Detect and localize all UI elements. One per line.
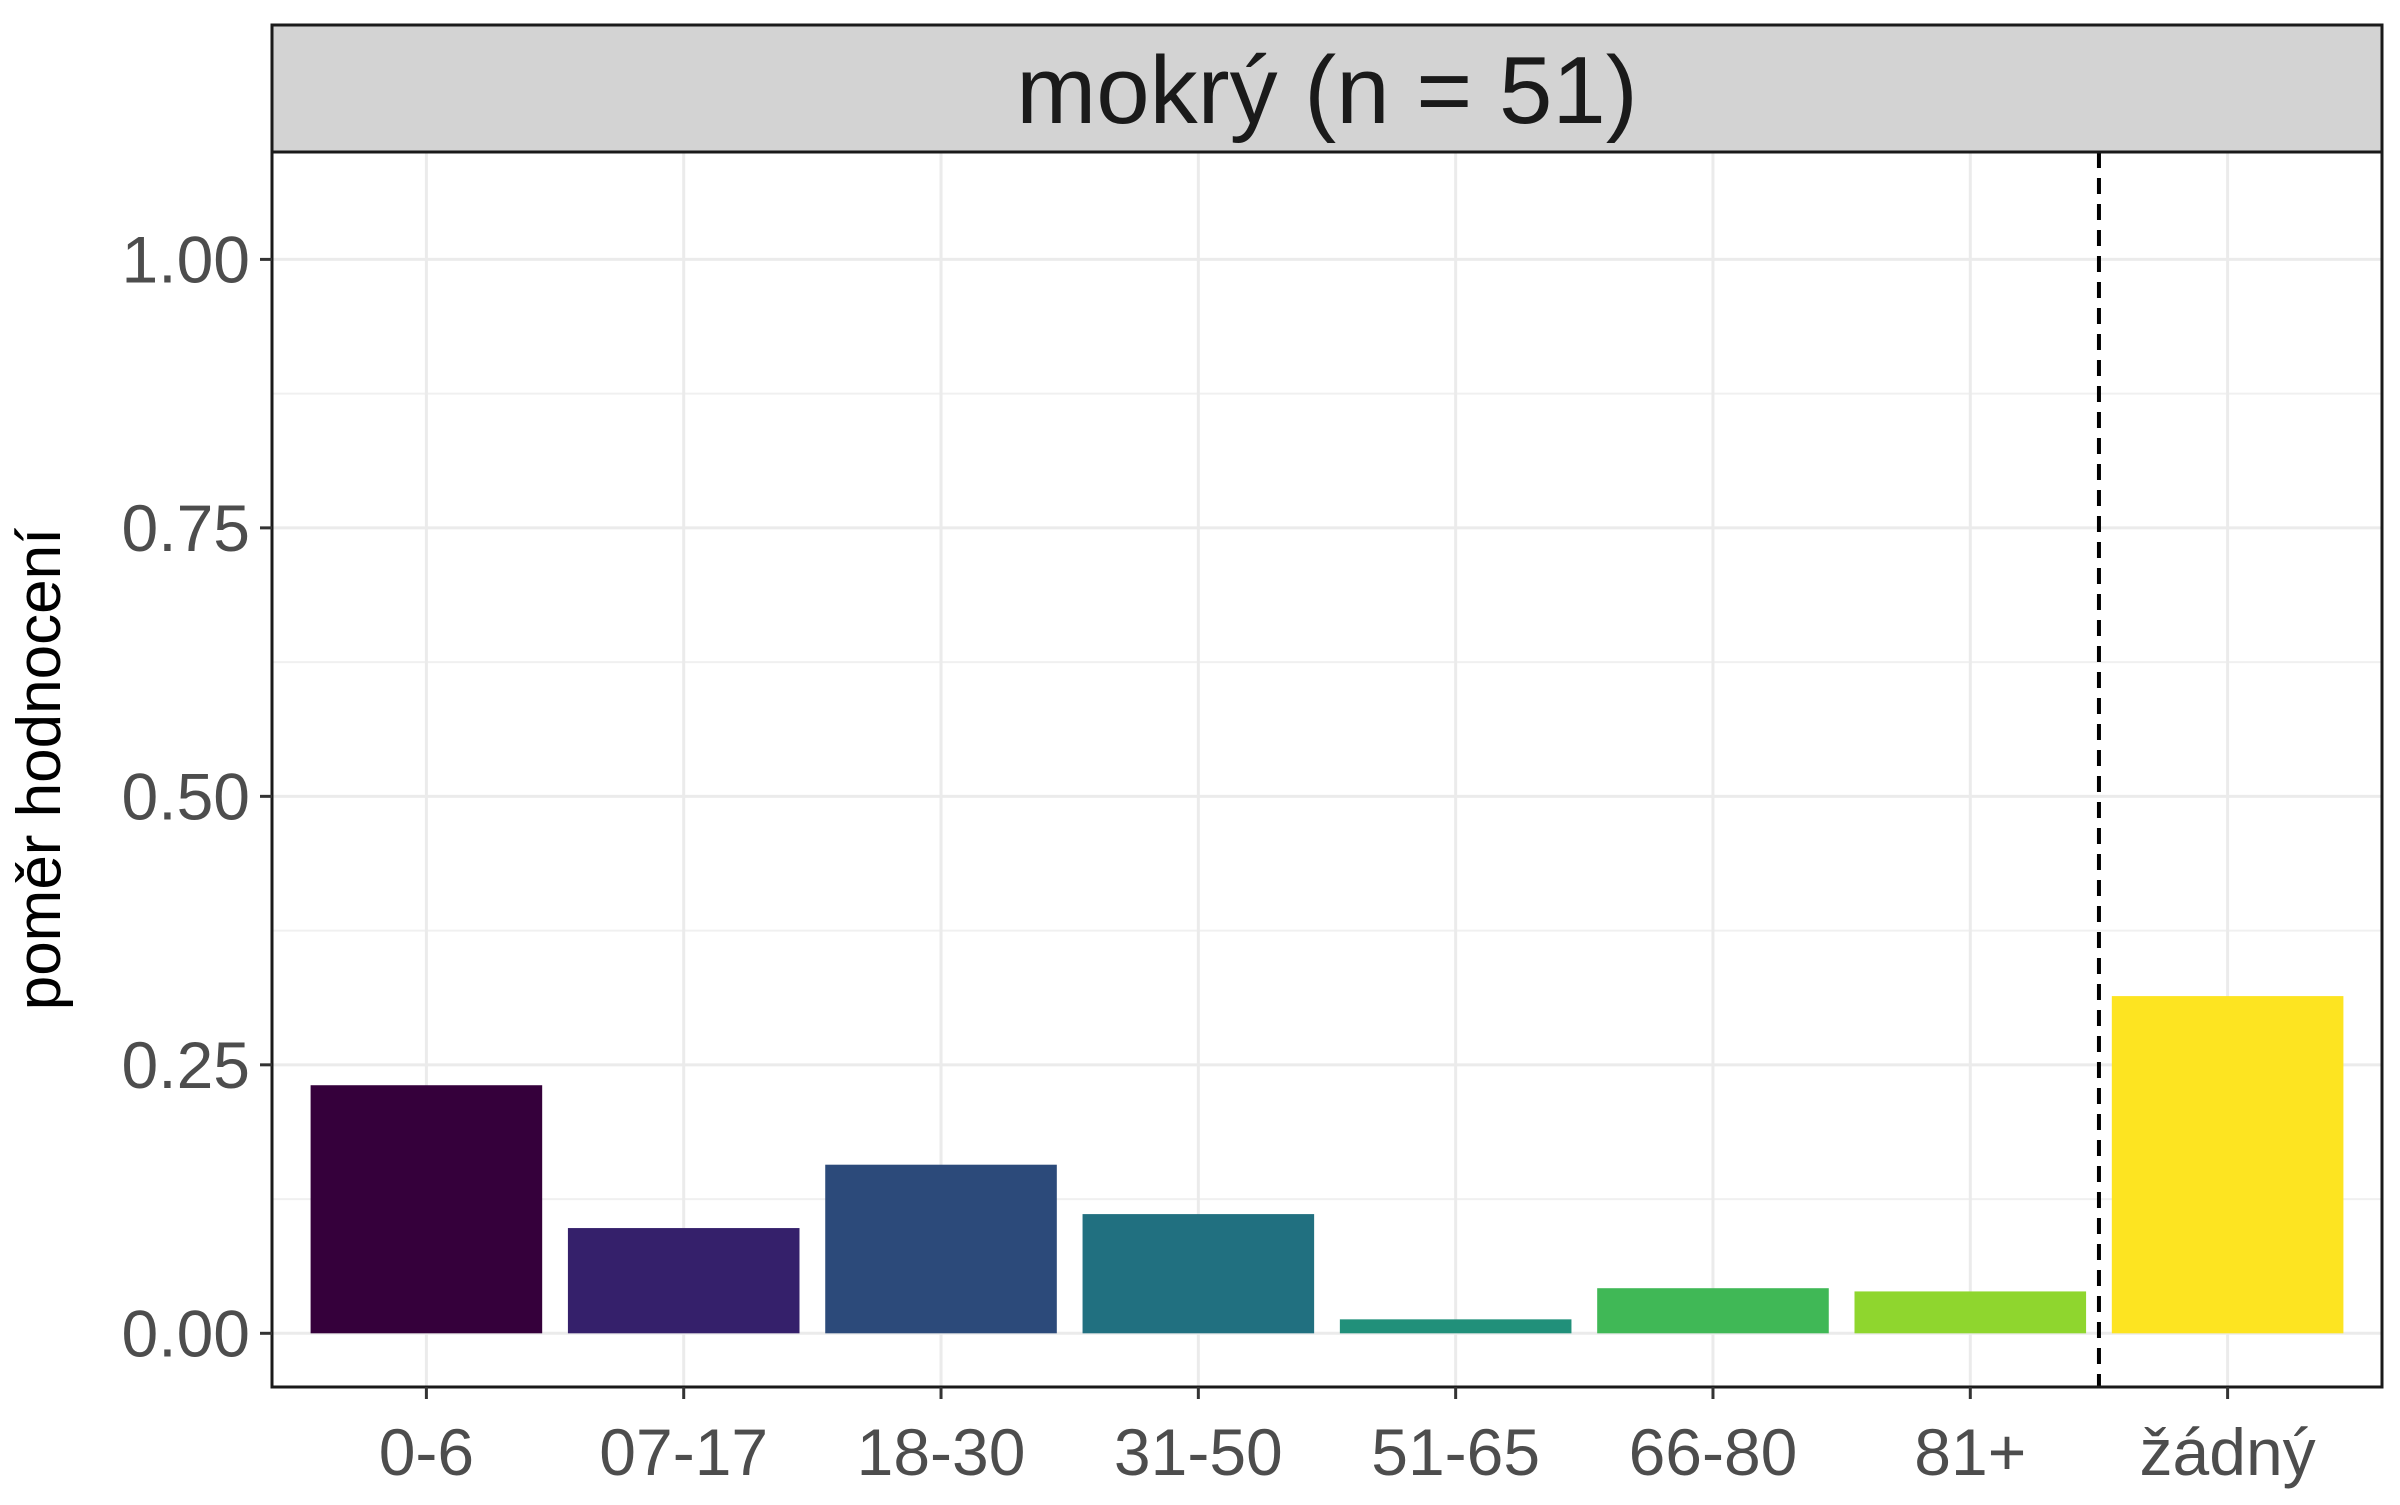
x-tick-label: 07-17 <box>599 1415 768 1489</box>
y-tick-label: 0.75 <box>122 491 250 565</box>
bar-51-65 <box>1339 1319 1572 1334</box>
major-gridlines <box>272 152 2382 1387</box>
x-tick-label: žádný <box>2140 1415 2316 1489</box>
bar-0-6 <box>310 1085 543 1334</box>
y-axis-title: poměr hodnocení <box>5 528 74 1011</box>
x-tick-label: 31-50 <box>1114 1415 1283 1489</box>
y-tick-label: 0.50 <box>122 759 250 833</box>
y-tick-label: 0.00 <box>122 1296 250 1370</box>
bar-žádný <box>2111 996 2344 1334</box>
bars <box>310 996 2344 1334</box>
x-axis: 0-6 07-17 18-30 31-50 51-65 66-80 81+ žádný <box>379 1387 2316 1489</box>
facet-strip <box>270 23 2384 154</box>
plot-panel-border <box>270 150 2384 1389</box>
bar-81+ <box>1854 1291 2087 1334</box>
bar-07-17 <box>567 1228 800 1334</box>
bar-66-80 <box>1597 1288 1829 1334</box>
y-tick-label: 1.00 <box>122 222 250 296</box>
x-tick-label: 81+ <box>1914 1415 2026 1489</box>
x-tick-label: 18-30 <box>857 1415 1026 1489</box>
y-tick-label: 0.25 <box>122 1028 250 1102</box>
x-tick-label: 51-65 <box>1371 1415 1540 1489</box>
y-axis: 0.00 0.25 0.50 0.75 1.00 <box>122 222 272 1370</box>
panel-title: mokrý (n = 51) <box>1016 37 1638 144</box>
x-tick-label: 66-80 <box>1629 1415 1798 1489</box>
minor-gridlines <box>272 392 2382 1201</box>
plot-panel <box>272 152 2382 1387</box>
bar-18-30 <box>825 1164 1057 1334</box>
bar-31-50 <box>1082 1214 1315 1334</box>
x-tick-label: 0-6 <box>379 1415 474 1489</box>
